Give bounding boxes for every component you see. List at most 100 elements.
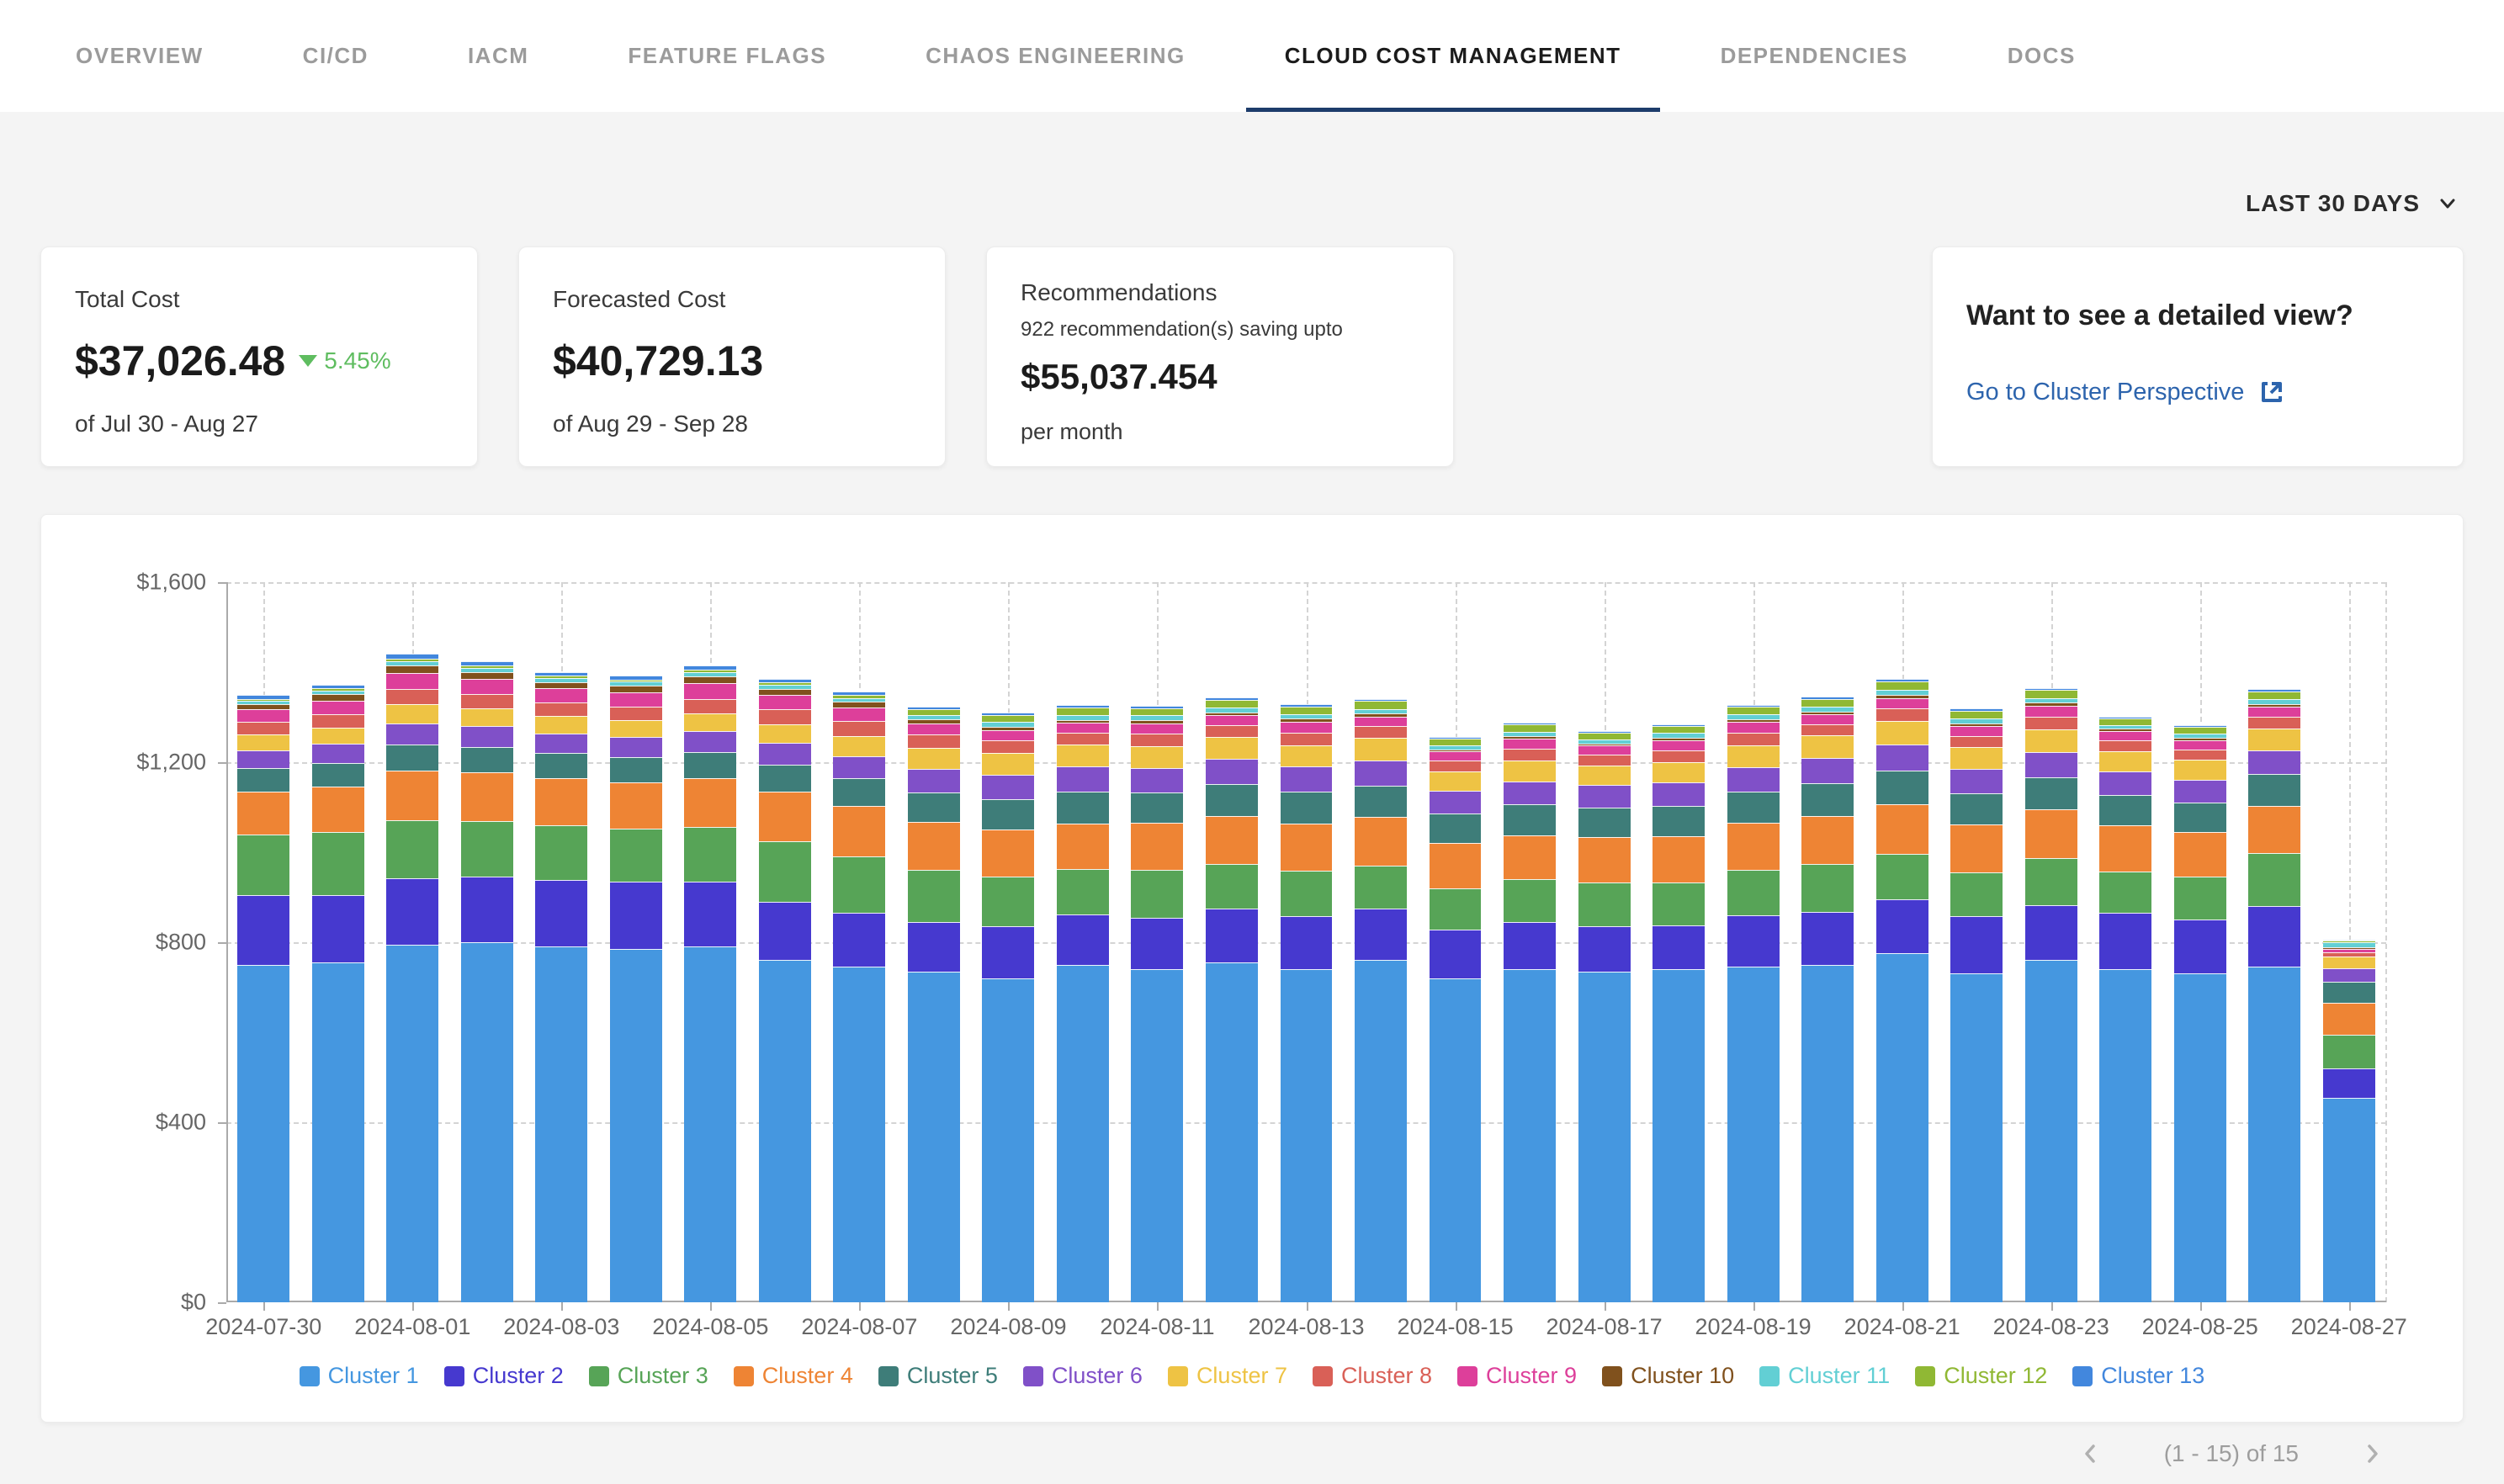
legend-item[interactable]: Cluster 9 bbox=[1457, 1363, 1577, 1389]
bar-segment[interactable] bbox=[982, 877, 1035, 927]
bar-segment[interactable] bbox=[907, 870, 960, 922]
bar-segment[interactable] bbox=[1205, 697, 1258, 700]
bar-segment[interactable] bbox=[1875, 697, 1928, 709]
bar-segment[interactable] bbox=[1950, 973, 2003, 1302]
bar-segment[interactable] bbox=[1950, 718, 2003, 723]
bar-segment[interactable] bbox=[1727, 718, 1780, 723]
bar-segment[interactable] bbox=[535, 681, 588, 689]
bar-segment[interactable] bbox=[386, 944, 439, 1302]
bar-segment[interactable] bbox=[758, 682, 811, 686]
bar-segment[interactable] bbox=[1653, 882, 1706, 925]
bar-segment[interactable] bbox=[1056, 914, 1109, 965]
bar-segment[interactable] bbox=[1875, 689, 1928, 695]
bar-segment[interactable] bbox=[1280, 871, 1333, 916]
stacked-bar[interactable] bbox=[2024, 687, 2077, 1302]
bar-segment[interactable] bbox=[609, 686, 662, 692]
bar-segment[interactable] bbox=[1875, 694, 1928, 698]
bar-segment[interactable] bbox=[2173, 739, 2226, 750]
bar-segment[interactable] bbox=[1801, 783, 1854, 816]
bar-segment[interactable] bbox=[535, 946, 588, 1302]
bar-segment[interactable] bbox=[237, 734, 290, 750]
bar-segment[interactable] bbox=[2322, 1034, 2375, 1068]
bar-segment[interactable] bbox=[237, 767, 290, 792]
bar-segment[interactable] bbox=[2248, 774, 2301, 806]
legend-item[interactable]: Cluster 11 bbox=[1759, 1363, 1890, 1389]
stacked-bar[interactable] bbox=[1801, 696, 1854, 1302]
bar-segment[interactable] bbox=[833, 967, 886, 1302]
pagination-prev-button[interactable] bbox=[2077, 1439, 2105, 1468]
legend-item[interactable]: Cluster 8 bbox=[1312, 1363, 1432, 1389]
bar-segment[interactable] bbox=[1056, 823, 1109, 870]
bar-segment[interactable] bbox=[758, 723, 811, 744]
bar-segment[interactable] bbox=[1205, 724, 1258, 737]
bar-segment[interactable] bbox=[2024, 706, 2077, 718]
stacked-bar[interactable] bbox=[1950, 708, 2003, 1302]
bar-segment[interactable] bbox=[758, 678, 811, 683]
bar-segment[interactable] bbox=[1653, 723, 1706, 726]
bar-segment[interactable] bbox=[907, 715, 960, 720]
bar-segment[interactable] bbox=[758, 764, 811, 792]
bar-segment[interactable] bbox=[535, 702, 588, 717]
bar-segment[interactable] bbox=[1653, 737, 1706, 740]
bar-segment[interactable] bbox=[1429, 888, 1482, 930]
bar-segment[interactable] bbox=[1131, 715, 1184, 720]
bar-segment[interactable] bbox=[1504, 804, 1556, 835]
bar-segment[interactable] bbox=[2099, 729, 2152, 732]
stacked-bar[interactable] bbox=[1653, 723, 1706, 1302]
bar-segment[interactable] bbox=[1801, 723, 1854, 736]
bar-segment[interactable] bbox=[237, 791, 290, 835]
bar-segment[interactable] bbox=[684, 713, 737, 732]
bar-segment[interactable] bbox=[311, 685, 364, 689]
bar-segment[interactable] bbox=[2173, 920, 2226, 974]
stacked-bar[interactable] bbox=[1429, 736, 1482, 1302]
bar-segment[interactable] bbox=[907, 708, 960, 716]
bar-segment[interactable] bbox=[1355, 817, 1407, 867]
bar-segment[interactable] bbox=[1801, 713, 1854, 724]
legend-item[interactable]: Cluster 12 bbox=[1915, 1363, 2047, 1389]
bar-segment[interactable] bbox=[2173, 831, 2226, 877]
bar-segment[interactable] bbox=[1801, 864, 1854, 912]
bar-segment[interactable] bbox=[758, 695, 811, 710]
bar-segment[interactable] bbox=[535, 678, 588, 682]
bar-segment[interactable] bbox=[907, 723, 960, 735]
bar-segment[interactable] bbox=[833, 913, 886, 967]
bar-segment[interactable] bbox=[2099, 872, 2152, 914]
bar-segment[interactable] bbox=[833, 691, 886, 696]
legend-item[interactable]: Cluster 7 bbox=[1167, 1363, 1287, 1389]
bar-segment[interactable] bbox=[2099, 739, 2152, 751]
bar-segment[interactable] bbox=[1504, 879, 1556, 922]
bar-segment[interactable] bbox=[1205, 962, 1258, 1302]
bar-segment[interactable] bbox=[237, 722, 290, 735]
bar-segment[interactable] bbox=[982, 714, 1035, 723]
bar-segment[interactable] bbox=[1355, 785, 1407, 818]
bar-segment[interactable] bbox=[2173, 727, 2226, 734]
bar-segment[interactable] bbox=[1205, 699, 1258, 708]
bar-segment[interactable] bbox=[1429, 745, 1482, 750]
bar-segment[interactable] bbox=[2248, 728, 2301, 750]
bar-segment[interactable] bbox=[1875, 681, 1928, 690]
bar-segment[interactable] bbox=[1131, 708, 1184, 716]
bar-segment[interactable] bbox=[982, 740, 1035, 754]
pagination-next-button[interactable] bbox=[2358, 1439, 2386, 1468]
bar-segment[interactable] bbox=[1727, 704, 1780, 708]
bar-segment[interactable] bbox=[833, 856, 886, 914]
stacked-bar[interactable] bbox=[684, 665, 737, 1302]
bar-segment[interactable] bbox=[982, 829, 1035, 877]
bar-segment[interactable] bbox=[1950, 735, 2003, 748]
bar-segment[interactable] bbox=[237, 894, 290, 965]
bar-segment[interactable] bbox=[1131, 723, 1184, 734]
stacked-bar[interactable] bbox=[982, 713, 1035, 1302]
bar-segment[interactable] bbox=[907, 792, 960, 822]
bar-segment[interactable] bbox=[237, 834, 290, 895]
bar-segment[interactable] bbox=[1355, 760, 1407, 786]
bar-segment[interactable] bbox=[1653, 969, 1706, 1302]
stacked-bar[interactable] bbox=[2173, 725, 2226, 1302]
stacked-bar[interactable] bbox=[1056, 705, 1109, 1302]
bar-segment[interactable] bbox=[1875, 899, 1928, 954]
bar-segment[interactable] bbox=[1355, 708, 1407, 714]
stacked-bar[interactable] bbox=[460, 661, 513, 1302]
bar-segment[interactable] bbox=[1056, 722, 1109, 733]
bar-segment[interactable] bbox=[2248, 717, 2301, 729]
bar-segment[interactable] bbox=[1429, 814, 1482, 844]
bar-segment[interactable] bbox=[907, 821, 960, 871]
